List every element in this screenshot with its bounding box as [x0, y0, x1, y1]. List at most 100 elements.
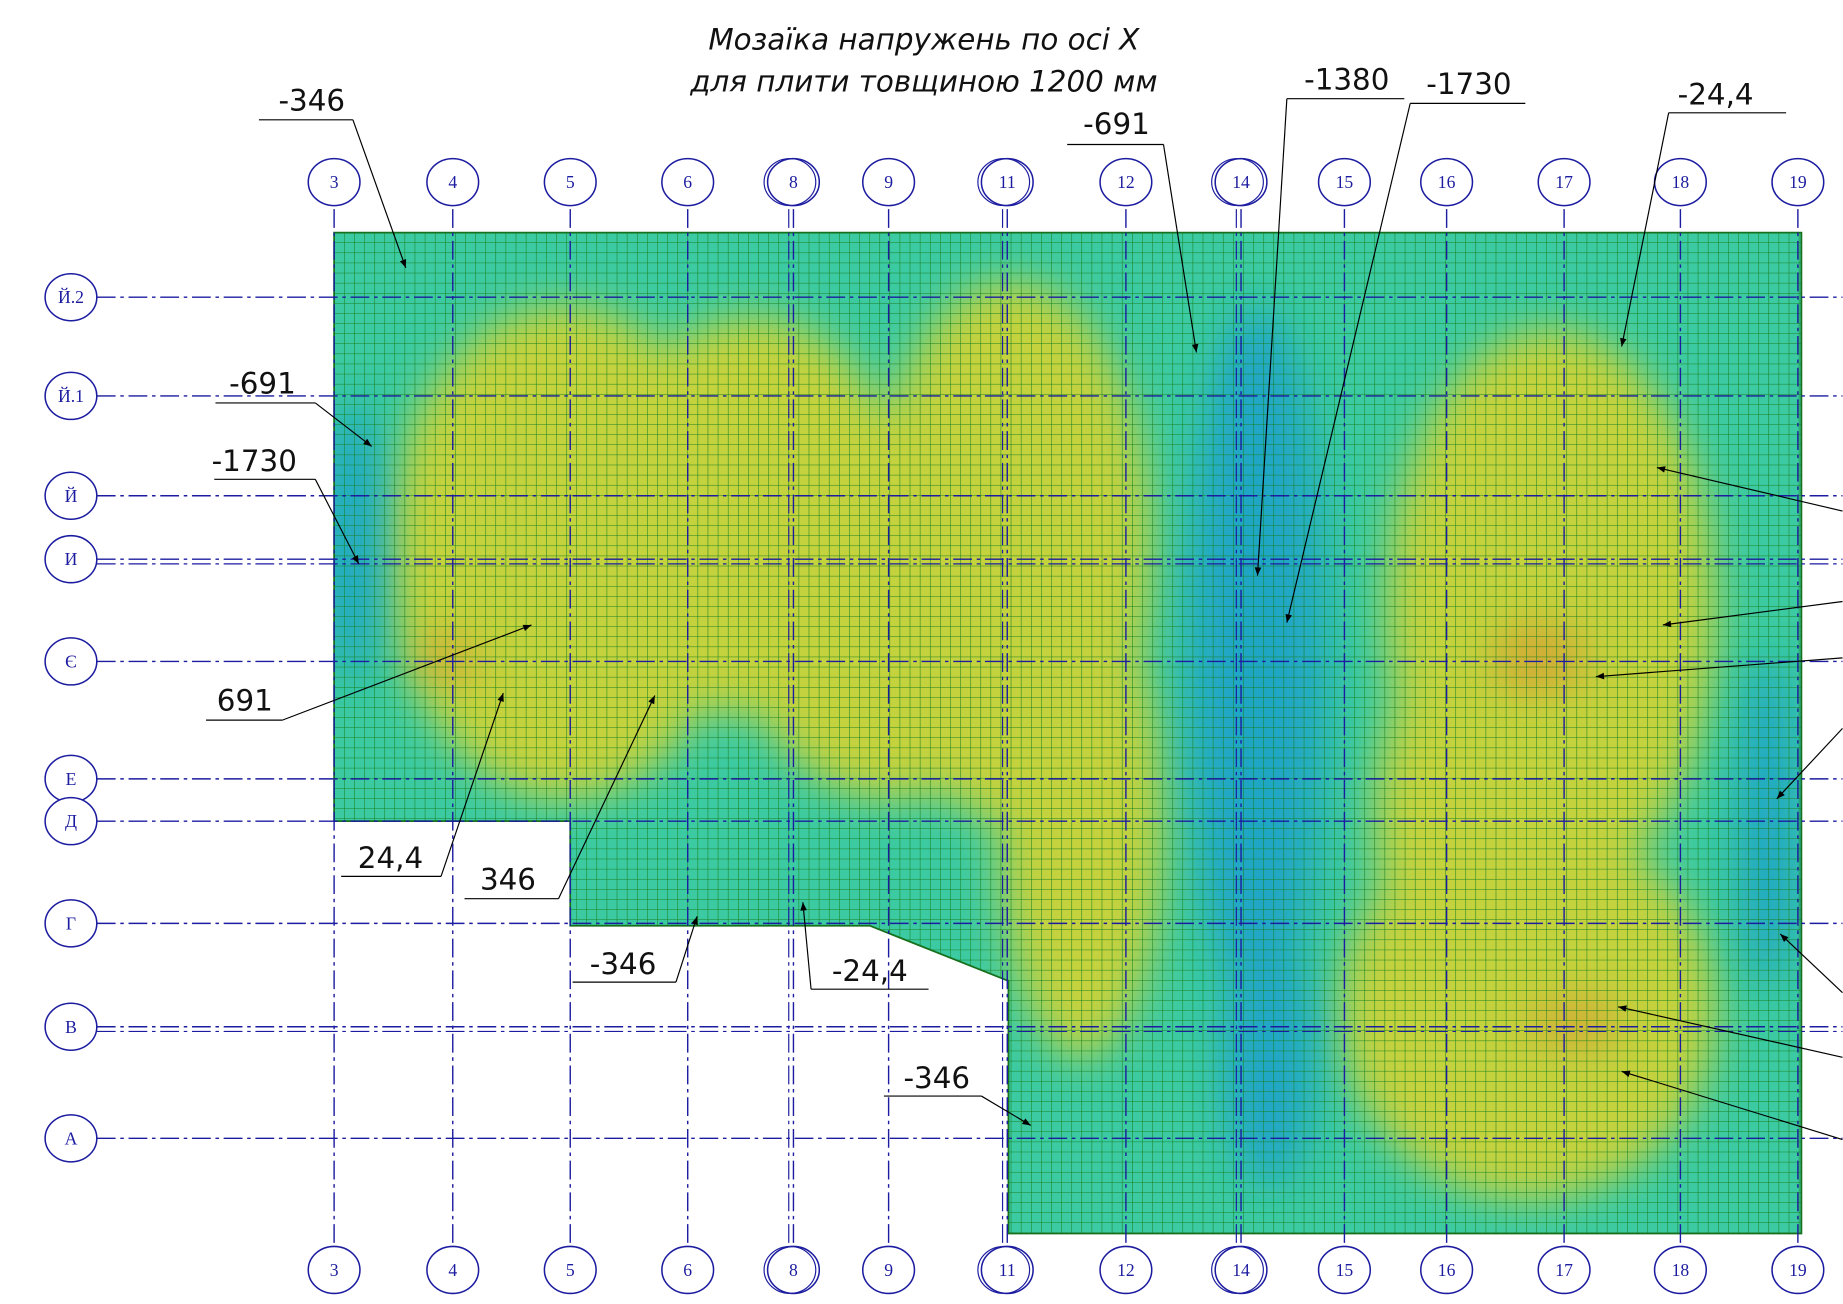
callout-label: 691 [217, 684, 273, 718]
axis-bubble [1211, 158, 1264, 207]
callout-leader [1779, 933, 1843, 994]
callout-leader [1285, 103, 1411, 623]
axis-label: Й.1 [58, 386, 84, 406]
callout-leader [314, 402, 373, 447]
callout-label: -691 [1083, 107, 1150, 141]
axis-bubble [426, 157, 480, 207]
callout-label: -346 [590, 947, 657, 981]
axis-label: 18 [1672, 172, 1690, 192]
axis-bubble [661, 157, 715, 207]
axis-label: 5 [566, 1260, 575, 1280]
axis-label: 15 [1336, 172, 1354, 192]
axis-bubble [44, 899, 98, 948]
axis-label: Й [65, 486, 78, 506]
callout-label: -1380 [1304, 62, 1389, 96]
callout-leader [981, 1095, 1032, 1126]
axis-bubble [977, 1245, 1031, 1295]
stress-mosaic [334, 232, 1802, 1234]
axis-bubble [977, 158, 1031, 207]
axis-label: 6 [683, 1260, 692, 1280]
axis-label: 11 [999, 1260, 1016, 1280]
title: для плити товщиною 1200 мм [689, 65, 1157, 99]
axis-label: 5 [566, 172, 575, 192]
axis-bubble [1653, 1245, 1708, 1295]
axis-bubble [44, 1114, 98, 1163]
axis-bubble [661, 1245, 715, 1295]
callout-leader [800, 902, 812, 990]
callout-leader [1254, 98, 1288, 576]
axis-label: Д [65, 811, 77, 831]
callout-leader [1662, 600, 1843, 628]
callout-leader [282, 624, 532, 721]
callout-label: -24,4 [832, 954, 908, 988]
callout-leader [352, 119, 407, 269]
axis-label: 6 [683, 172, 692, 192]
callout-label: 24,4 [358, 841, 423, 875]
axis-label: 8 [789, 172, 798, 192]
axis-bubble [307, 157, 361, 207]
callout-label: -24,4 [1678, 78, 1754, 112]
axis-bubble [861, 1245, 916, 1295]
axis-bubble [763, 158, 817, 207]
axis-label: Г [66, 913, 76, 933]
callout-label: -1730 [1426, 67, 1511, 101]
axis-label: 18 [1672, 1260, 1690, 1280]
axis-label: 12 [1117, 1260, 1135, 1280]
axis-bubble [543, 1245, 597, 1295]
axis-label: 9 [884, 1260, 893, 1280]
axis-bubble [1771, 157, 1825, 207]
axis-bubble [44, 637, 98, 686]
axis-label: 11 [999, 172, 1016, 192]
axis-label: 17 [1555, 1260, 1573, 1280]
axis-bubble [1099, 1245, 1153, 1295]
axis-label: 4 [448, 1260, 457, 1280]
axis-label: В [65, 1017, 77, 1037]
callout-label: 346 [480, 862, 536, 896]
callout-label: -691 [229, 367, 296, 401]
axis-label: 16 [1438, 172, 1456, 192]
axis-bubble [1420, 157, 1474, 207]
callout-label: -1730 [212, 444, 297, 478]
axis-bubble [44, 534, 98, 584]
axis-bubble [1099, 157, 1153, 207]
callout-leader [1621, 1070, 1843, 1141]
axis-label: Є [65, 651, 77, 671]
axis-bubble [861, 157, 916, 207]
callout-label: -346 [903, 1061, 970, 1095]
axis-bubble [543, 157, 597, 207]
axis-bubble [1537, 1245, 1591, 1295]
callout-leader [1656, 466, 1843, 512]
callout-leader [1776, 727, 1843, 800]
axis-bubble [426, 1245, 480, 1295]
axis-bubble [44, 371, 98, 421]
axis-label: Й.2 [58, 287, 84, 307]
callout-leader [1595, 657, 1843, 680]
axis-bubble [44, 796, 98, 846]
axis-label: 19 [1789, 172, 1807, 192]
axis-label: 9 [884, 172, 893, 192]
callout-leader [675, 916, 698, 983]
callout-leader [440, 692, 504, 877]
axis-label: 19 [1789, 1260, 1807, 1280]
axis-bubble [1211, 1245, 1264, 1295]
axis-bubble [1317, 1245, 1372, 1295]
axis-bubble [1771, 1245, 1825, 1295]
axis-label: Е [66, 769, 77, 789]
callout-label: -346 [278, 83, 345, 117]
axis-label: А [65, 1128, 78, 1148]
axis-label: 3 [330, 172, 339, 192]
callout-leader [557, 695, 656, 899]
axis-bubble [44, 1002, 98, 1052]
axis-label: 4 [448, 172, 457, 192]
title: Мозаїка напружень по осі X [708, 22, 1140, 56]
axis-label: 12 [1117, 172, 1135, 192]
axis-label: 17 [1555, 172, 1573, 192]
axis-label: 15 [1336, 1260, 1354, 1280]
axis-label: 16 [1438, 1260, 1456, 1280]
axis-label: И [65, 549, 78, 569]
callout-leader [314, 479, 360, 565]
callout-leader [1618, 1005, 1843, 1058]
callout-leader [1620, 112, 1670, 347]
axis-bubble [1317, 157, 1372, 207]
